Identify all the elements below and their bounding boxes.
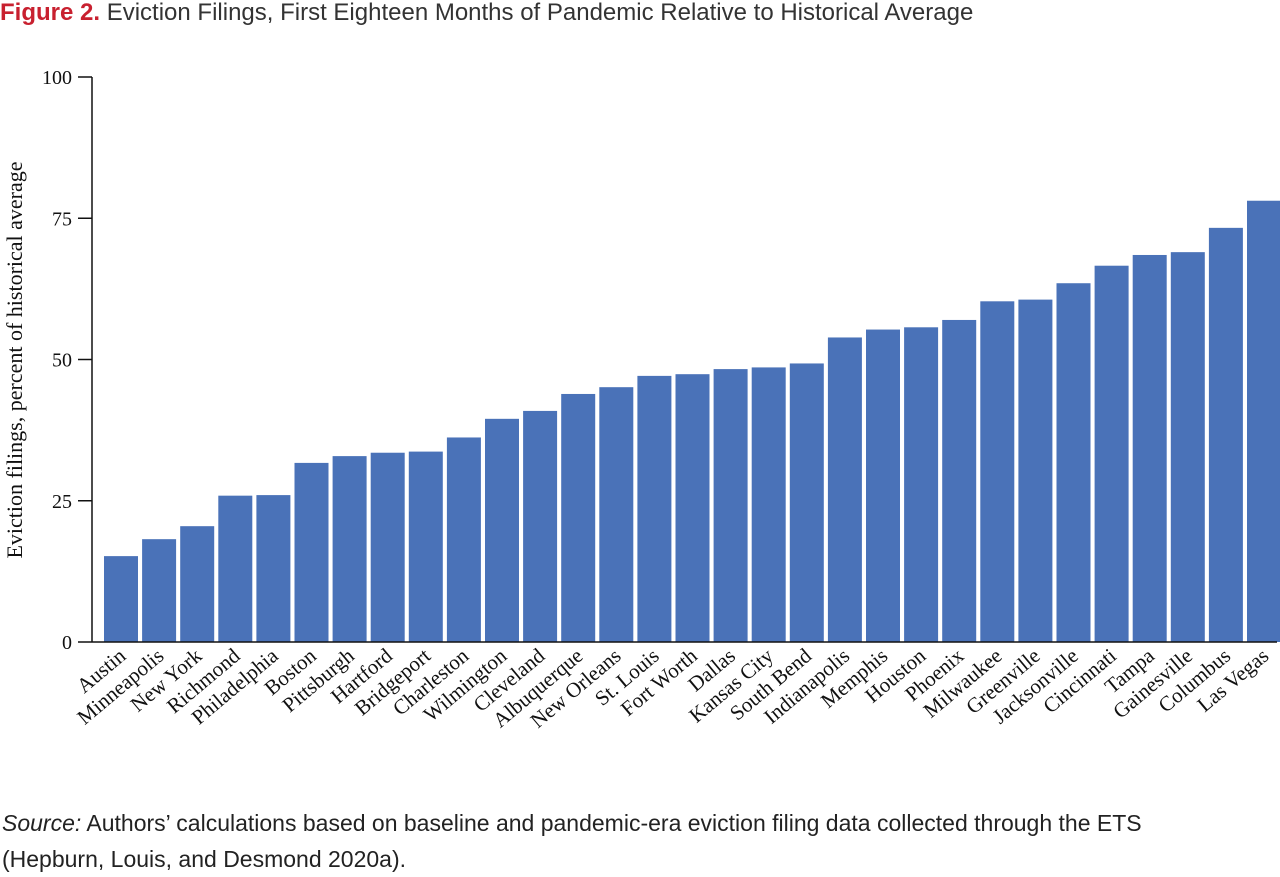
bar-tampa: [1132, 254, 1167, 642]
bar-las-vegas: [1247, 200, 1280, 643]
bar-fort-worth: [675, 374, 710, 642]
source-text: Authors’ calculations based on baseline …: [2, 810, 1142, 872]
bar-wilmington: [485, 418, 519, 642]
bar-albuquerque: [561, 393, 596, 642]
y-axis-title: Eviction filings, percent of historical …: [2, 161, 27, 558]
bar-cleveland: [523, 410, 558, 642]
figure-label: Figure 2.: [0, 0, 101, 26]
bar-philadelphia: [256, 495, 291, 642]
bar-richmond: [218, 495, 253, 642]
bar-pittsburgh: [332, 456, 367, 642]
figure-title-text: Eviction Filings, First Eighteen Months …: [106, 0, 974, 26]
bar-st-louis: [637, 375, 672, 642]
bar-houston: [904, 327, 939, 642]
figure-title: Figure 2. Eviction Filings, First Eighte…: [0, 0, 1280, 30]
bar-milwaukee: [980, 301, 1015, 642]
bar-austin: [104, 556, 138, 642]
bar-gainesville: [1170, 252, 1205, 642]
bar-phoenix: [942, 319, 977, 642]
bar-bridgeport: [408, 451, 443, 642]
y-tick-label: 50: [52, 350, 72, 372]
bar-hartford: [370, 452, 405, 642]
y-tick-label: 25: [52, 491, 72, 513]
y-tick-label: 100: [42, 67, 72, 89]
bar-kansas-city: [751, 367, 786, 642]
bar-indianapolis: [827, 337, 862, 642]
source-label: Source:: [2, 810, 82, 836]
bar-jacksonville: [1056, 283, 1091, 642]
bar-cincinnati: [1094, 265, 1129, 642]
y-tick-label: 75: [52, 208, 72, 230]
bar-boston: [294, 462, 329, 642]
bar-new-orleans: [599, 387, 634, 642]
bar-chart: Eviction filings, percent of historical …: [2, 67, 1280, 733]
bar-dallas: [713, 369, 748, 642]
bar-greenville: [1018, 299, 1053, 642]
bar-minneapolis: [142, 539, 177, 642]
source-note: Source: Authors’ calculations based on b…: [2, 805, 1242, 877]
y-tick-label: 0: [62, 632, 72, 654]
bar-new-york: [180, 526, 215, 642]
bar-south-bend: [789, 363, 824, 642]
bar-columbus: [1208, 227, 1243, 643]
bar-charleston: [446, 437, 481, 642]
bar-memphis: [866, 329, 900, 642]
